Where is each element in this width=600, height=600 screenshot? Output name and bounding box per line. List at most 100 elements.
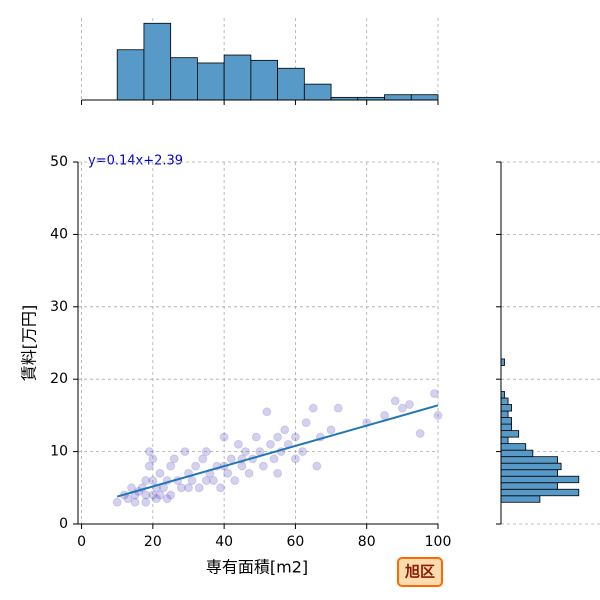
point xyxy=(123,494,133,504)
point xyxy=(397,403,407,413)
hist-bar xyxy=(197,62,225,101)
point xyxy=(148,490,158,500)
point xyxy=(333,403,343,413)
y-tick-label: 30 xyxy=(50,299,68,315)
x-tick-label: 100 xyxy=(425,534,452,550)
point xyxy=(180,447,190,457)
hist-bar xyxy=(500,462,562,471)
point xyxy=(241,447,251,457)
point xyxy=(198,454,208,464)
x-axis-label: 専有面積[m2] xyxy=(206,558,308,577)
y-tick-label: 50 xyxy=(50,154,68,170)
hist-bar xyxy=(500,410,509,418)
point xyxy=(144,461,154,471)
point xyxy=(216,483,226,493)
point xyxy=(148,454,158,464)
hist-bar xyxy=(500,495,541,503)
point xyxy=(183,483,193,493)
point xyxy=(144,447,154,457)
point xyxy=(208,476,218,486)
hist-bar xyxy=(500,430,520,438)
point xyxy=(141,497,151,507)
hist-bar xyxy=(143,22,172,101)
y-tick-label: 0 xyxy=(59,516,68,532)
x-tick-label: 60 xyxy=(287,534,305,550)
point xyxy=(169,454,179,464)
point xyxy=(404,400,414,410)
hist-bar xyxy=(500,456,558,464)
point xyxy=(301,418,311,428)
point xyxy=(265,439,275,449)
hist-bar xyxy=(170,57,198,101)
hist-bar xyxy=(384,94,412,101)
point xyxy=(251,432,261,442)
point xyxy=(155,468,165,478)
point xyxy=(269,454,279,464)
hist-bar xyxy=(116,49,145,101)
hist-bar xyxy=(500,417,513,425)
point xyxy=(141,490,151,500)
hist-bar xyxy=(500,475,580,484)
x-tick-label: 20 xyxy=(144,534,162,550)
hist-bar xyxy=(500,469,558,477)
hist-bar xyxy=(500,423,513,432)
point xyxy=(312,461,322,471)
point xyxy=(290,432,300,442)
point xyxy=(162,494,172,504)
point xyxy=(262,407,272,417)
fit-line xyxy=(116,404,439,498)
hist-bar xyxy=(250,59,279,101)
point xyxy=(429,389,439,399)
y-tick-label: 20 xyxy=(50,371,68,387)
point xyxy=(273,468,283,478)
hist-bar xyxy=(500,391,505,399)
point xyxy=(380,410,390,420)
point xyxy=(390,396,400,406)
point xyxy=(415,429,425,438)
point xyxy=(280,425,290,435)
x-tick-label: 80 xyxy=(358,534,376,550)
point xyxy=(141,476,151,486)
badge: 旭区 xyxy=(404,563,435,581)
point xyxy=(201,447,211,457)
hist-bar xyxy=(303,83,332,101)
point xyxy=(219,432,229,442)
point xyxy=(191,461,201,471)
point xyxy=(148,476,158,486)
point xyxy=(166,461,176,471)
hist-bar xyxy=(500,397,509,405)
point xyxy=(308,403,318,413)
point xyxy=(273,432,283,442)
point xyxy=(233,439,243,449)
badge-box xyxy=(397,557,443,587)
hist-bar xyxy=(500,488,580,497)
point xyxy=(151,494,161,504)
y-tick-label: 40 xyxy=(50,226,68,242)
point xyxy=(226,454,236,464)
point xyxy=(326,425,336,435)
point xyxy=(201,476,211,486)
x-tick-label: 40 xyxy=(215,534,233,550)
x-tick-label: 0 xyxy=(77,534,86,550)
point xyxy=(187,476,197,486)
point xyxy=(230,476,240,486)
point xyxy=(194,483,204,493)
hist-bar xyxy=(500,482,558,490)
point xyxy=(244,468,254,478)
hist-bar xyxy=(500,449,534,458)
point xyxy=(166,490,176,500)
point xyxy=(130,497,140,507)
hist-bar xyxy=(500,443,527,451)
hist-bar xyxy=(500,358,505,366)
hist-bar xyxy=(500,404,513,412)
hist-bar xyxy=(277,67,305,101)
y-axis-label: 賃料[万円] xyxy=(20,305,39,382)
point xyxy=(155,490,165,500)
point xyxy=(298,447,308,457)
point xyxy=(290,454,300,464)
hist-bar xyxy=(410,94,439,101)
point xyxy=(433,410,443,420)
point xyxy=(112,497,122,507)
point xyxy=(223,468,233,478)
